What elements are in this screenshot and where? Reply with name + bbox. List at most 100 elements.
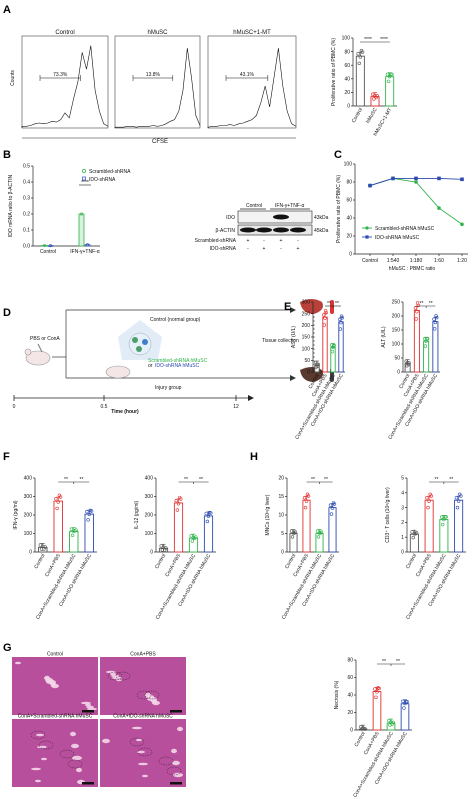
y-tick-label: 20: [344, 90, 350, 96]
data-point: [177, 495, 182, 500]
mouse-icon: [25, 350, 51, 366]
y-tick-label: 50: [394, 356, 400, 362]
sig-label: **: [64, 477, 68, 483]
y-tick-label: 60: [347, 675, 353, 681]
x-tick-label: Control: [284, 553, 297, 570]
data-point: [323, 309, 328, 313]
legend-marker: [82, 176, 86, 181]
data-point: [390, 722, 394, 726]
legend-label: IDO-shRNA: [89, 177, 116, 183]
x-tick-label: 1:20: [457, 258, 467, 264]
necrosis-outline: [59, 749, 75, 759]
y-tick-label: 20: [347, 710, 353, 716]
mouse-icon-injury: [105, 365, 131, 379]
series-line: [369, 177, 463, 225]
blot-actin-band-3: [273, 227, 289, 233]
data-point: [433, 320, 438, 325]
data-point: [441, 522, 445, 527]
necrosis-outline: [67, 759, 83, 769]
y-tick-label: 0: [29, 550, 32, 556]
necrosis-outline: [115, 671, 131, 681]
y-axis-label: AST (U/L): [291, 326, 297, 348]
y-tick-label: 0: [349, 252, 352, 258]
data-point: [323, 316, 327, 320]
scale-bar: [170, 710, 182, 713]
data-point: [42, 547, 46, 551]
y-tick-label: 0.2: [23, 212, 30, 218]
data-point: [460, 177, 464, 182]
y-tick-label: 400: [145, 476, 154, 482]
data-point: [401, 699, 405, 704]
y-tick-label: 20: [346, 234, 352, 240]
vessel-lumen: [116, 678, 122, 682]
data-point: [414, 176, 418, 181]
cell-icon-2: [142, 339, 148, 345]
data-point: [410, 530, 414, 534]
flow-histogram: [207, 48, 297, 128]
data-point: [458, 492, 462, 497]
data-point: [442, 517, 446, 522]
necrosis-outline: [136, 690, 152, 700]
flow-histograms: Control 73.3% hMuSC 13.8% hMuSC+1-MT 43.1%: [21, 30, 297, 139]
blot-row-actin: β-ACTIN: [215, 228, 235, 234]
data-point: [435, 315, 439, 320]
y-tick-label: 2: [401, 520, 404, 526]
data-point: [54, 497, 58, 501]
data-point: [373, 687, 377, 691]
y-tick-label: 5: [281, 531, 284, 537]
schematic-d: PBS or ConA Control (normal group) Scram…: [13, 299, 334, 415]
panel-label-g: G: [3, 642, 12, 654]
data-point: [302, 496, 307, 500]
blot-actin-band-1: [240, 227, 256, 233]
data-point: [88, 508, 93, 513]
data-point: [161, 545, 166, 549]
panel-label-e: E: [284, 301, 291, 313]
data-point: [413, 306, 418, 310]
y-tick-label: 0: [307, 370, 310, 376]
y-axis-label: MNCs (10⁶/g liver): [265, 494, 271, 535]
data-point: [437, 176, 441, 181]
y-axis-label: IDO mRNA ratio to β-ACTIN: [8, 174, 14, 237]
vessel-lumen: [177, 726, 183, 732]
flow-histogram: [114, 48, 201, 128]
necrosis-outline: [30, 730, 46, 740]
flow-title: Control: [55, 30, 74, 36]
data-point: [338, 317, 342, 322]
vessel-lumen: [102, 738, 110, 744]
x-tick-label: Control: [353, 731, 366, 748]
sig-label: **: [311, 477, 315, 483]
data-point: [315, 364, 320, 368]
flow-percent: 43.1%: [240, 72, 255, 78]
blot-sign: -: [247, 246, 249, 252]
blot-sign: +: [247, 238, 250, 244]
y-tick-label: 200: [392, 314, 401, 320]
data-point: [455, 505, 460, 510]
data-point: [414, 317, 418, 321]
blood-tube-icon-control: [330, 300, 334, 314]
bar: [338, 321, 344, 373]
data-point: [304, 499, 309, 503]
blot-actin-band-4: [290, 227, 306, 233]
cell-icon-1: [132, 337, 138, 343]
data-point: [331, 501, 336, 505]
data-point: [423, 344, 428, 348]
y-tick-label: 0.3: [23, 196, 30, 202]
timeline-label-0: 0: [13, 404, 16, 410]
data-point: [338, 327, 343, 331]
vessel-lumen: [44, 675, 50, 681]
data-point: [386, 79, 391, 84]
y-tick-label: 300: [302, 300, 311, 306]
data-point: [48, 244, 52, 248]
vessel-lumen: [15, 661, 21, 665]
data-point: [192, 536, 197, 541]
blot-ido-band: [273, 214, 289, 220]
data-point: [363, 727, 367, 731]
blot-size-45: 45kDa: [314, 228, 329, 234]
sig-label: **: [327, 301, 331, 307]
vessel-lumen: [35, 779, 41, 783]
y-tick-label: 50: [304, 358, 310, 364]
necrosis-outline: [158, 756, 174, 766]
data-point: [329, 512, 334, 516]
sig-label: ****: [81, 180, 89, 186]
